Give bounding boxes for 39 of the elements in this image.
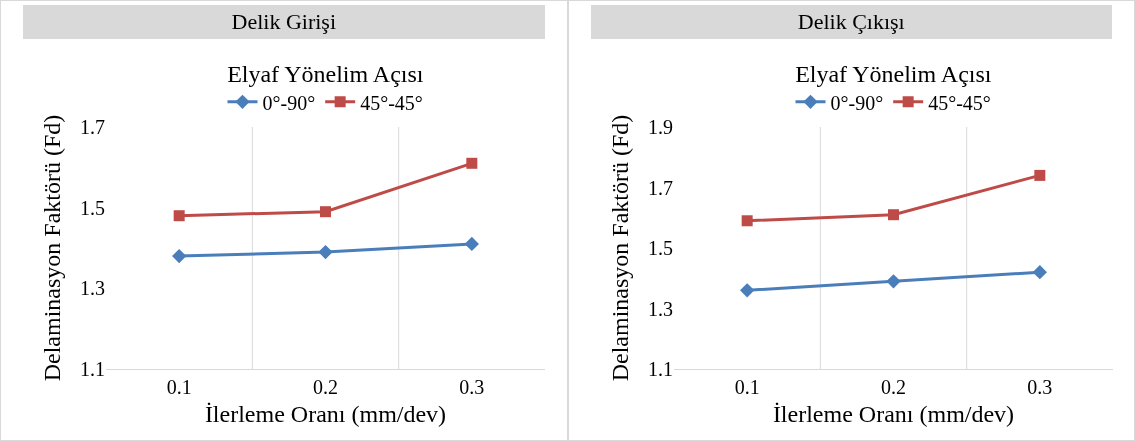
point [318,244,333,260]
legend-label: 45°-45° [927,91,991,114]
y-tick-label: 1.1 [647,358,673,380]
y-tick-label: 1.3 [80,277,105,300]
point [173,210,185,222]
x-tick-label: 0.1 [166,376,192,398]
point [741,215,753,227]
y-axis-title: Delaminasyon Faktörü (Fd) [39,114,66,382]
y-tick-label: 1.3 [647,297,673,320]
point [466,157,478,169]
x-tick-label: 0.3 [1026,376,1052,398]
x-axis-title: İlerleme Oranı (mm/dev) [772,401,1014,428]
y-tick-label: 1.5 [647,237,673,259]
point [1033,169,1045,181]
legend-title: Elyaf Yönelim Açısı [794,61,992,88]
y-tick-label: 1.5 [80,196,105,219]
legend-label: 0°-90° [830,91,883,114]
x-tick-label: 0.1 [734,376,760,398]
x-tick-label: 0.2 [313,376,338,398]
y-axis-title: Delaminasyon Faktörü (Fd) [606,114,633,382]
legend-label: 0°-90° [262,91,316,114]
y-tick-label: 1.1 [80,358,105,380]
x-tick-label: 0.3 [459,376,485,398]
y-tick-label: 1.9 [647,116,673,138]
legend-label: 45°-45° [360,91,423,114]
point [885,274,901,289]
chart-title: Delik Girişi [23,5,545,39]
x-tick-label: 0.2 [880,376,906,398]
point [887,209,899,221]
y-tick-label: 1.7 [647,176,673,199]
point [320,206,331,218]
point [1032,265,1047,280]
point [739,283,754,298]
x-axis-title: İlerleme Oranı (mm/dev) [204,401,447,428]
point [172,248,187,264]
chart-title: Delik Çıkışı [590,5,1112,39]
y-tick-label: 1.7 [80,116,105,138]
legend-title: Elyaf Yönelim Açısı [227,61,424,88]
point [464,236,479,252]
